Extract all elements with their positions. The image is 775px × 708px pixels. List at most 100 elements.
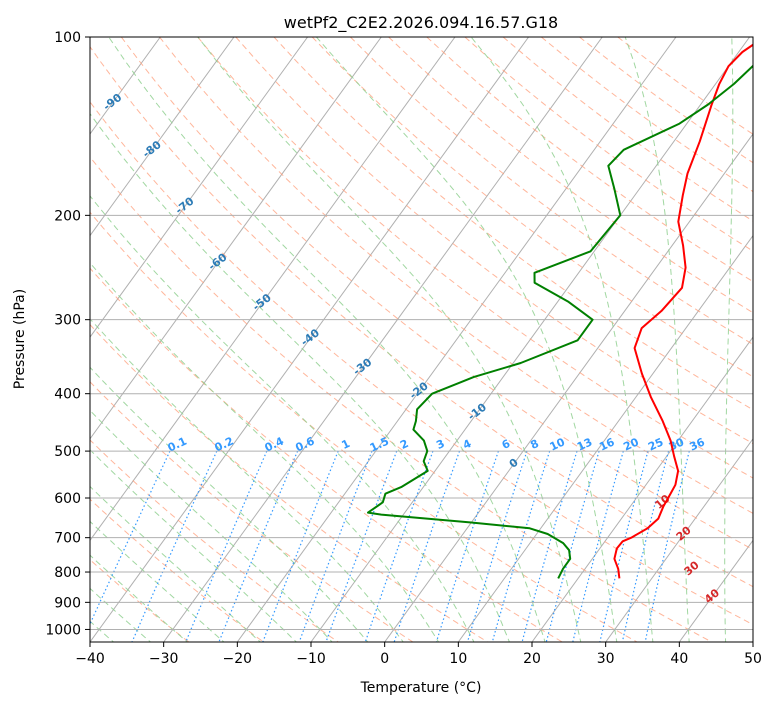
isotherm-line [90, 37, 309, 339]
y-axis-title: Pressure (hPa) [12, 289, 28, 389]
dewpoint-profile-line [367, 64, 753, 579]
y-tick-label: 700 [54, 531, 81, 547]
mixing-ratio-label: 16 [597, 435, 617, 453]
mixing-ratio-line [90, 450, 171, 626]
mixing-ratio-line [393, 450, 461, 642]
dry-adiabat-line [90, 498, 265, 642]
mixing-ratio-label: 2 [398, 437, 410, 452]
profile-lines [367, 43, 753, 579]
x-tick-label: 40 [670, 651, 688, 667]
mixing-ratio-line [364, 450, 434, 642]
temperature-profile-line [613, 43, 753, 579]
dry-adiabat-line [90, 156, 713, 642]
mixing-ratio-label: 10 [548, 435, 568, 453]
mixing-ratio-label: 20 [621, 435, 641, 453]
mixing-ratio-line [298, 450, 373, 642]
isotherm-line [310, 37, 751, 642]
moist-adiabat-line [90, 195, 475, 642]
dry-adiabat-line [90, 267, 564, 642]
background-lines [90, 37, 753, 642]
y-tick-label: 800 [54, 565, 81, 581]
y-tick-label: 1000 [45, 622, 81, 638]
moist-adiabat-line [90, 485, 261, 642]
x-tick-label: −10 [296, 651, 326, 667]
mixing-ratio-line [325, 450, 398, 642]
dry-adiabat-line [90, 45, 753, 588]
y-tick-label: 600 [54, 491, 81, 507]
x-tick-label: 20 [523, 651, 541, 667]
mixing-ratio-line [491, 450, 551, 642]
moist-adiabat-line [90, 318, 404, 642]
dry-adiabat-line [502, 37, 753, 222]
isotherm-line [90, 37, 456, 542]
moist-adiabat-line [90, 520, 225, 642]
mixing-ratio-label: 6 [500, 437, 513, 452]
chart-title: wetPf2_C2E2.2026.094.16.57.G18 [284, 13, 558, 33]
mixing-ratio-line [185, 450, 268, 642]
mixing-ratio-line [466, 450, 528, 642]
x-tick-label: 30 [597, 651, 615, 667]
isotherm-line [90, 37, 382, 440]
dry-adiabat-line [90, 559, 190, 642]
y-tick-label: 400 [54, 387, 81, 403]
mixing-ratio-label: 25 [646, 435, 665, 453]
x-tick-label: 50 [744, 651, 762, 667]
dry-adiabat-line [388, 37, 753, 314]
y-tick-label: 900 [54, 595, 81, 611]
moist-adiabat-label: 40 [702, 586, 722, 606]
x-axis-title: Temperature (°C) [360, 680, 482, 696]
isotherm-line [90, 37, 530, 642]
isotherm-line [90, 37, 235, 237]
moist-adiabat-label: 30 [682, 558, 702, 578]
isotherm-line [605, 437, 753, 642]
dry-adiabat-label: -10 [465, 400, 489, 423]
isotherm-line [384, 133, 753, 642]
dry-adiabat-line [311, 37, 753, 378]
x-tick-label: 0 [380, 651, 389, 667]
mixing-ratio-line [521, 450, 578, 642]
mixing-ratio-label: 3 [434, 437, 446, 452]
dry-adiabat-label: -40 [298, 326, 322, 349]
moist-adiabat-line [724, 37, 734, 642]
y-tick-label: 300 [54, 313, 81, 329]
x-axis: −40 −30 −20 −10 0 10 20 30 40 50 [75, 642, 762, 667]
isotherm-line [678, 539, 753, 642]
mixing-ratio-line [435, 450, 499, 642]
dry-adiabat-label: -60 [206, 250, 230, 273]
moist-adiabat-line [90, 449, 298, 642]
dry-adiabat-line [235, 37, 753, 445]
dry-adiabat-line [273, 37, 753, 411]
mixing-ratio-line [599, 450, 649, 642]
moist-adiabat-line [316, 37, 618, 642]
dry-adiabat-line [90, 323, 489, 642]
moist-adiabat-line [470, 37, 654, 642]
isotherm-line [236, 37, 677, 642]
isotherm-line [531, 336, 753, 642]
mixing-ratio-label: 13 [575, 435, 594, 453]
y-tick-label: 200 [54, 208, 81, 224]
dry-adiabat-label: -50 [250, 291, 274, 314]
mixing-ratio-line [644, 450, 690, 642]
mixing-ratio-line [131, 450, 218, 642]
y-tick-label: 500 [54, 444, 81, 460]
isotherm-line [457, 234, 753, 642]
mixing-ratio-label: 8 [528, 437, 540, 452]
mixing-ratio-label: 36 [688, 435, 708, 453]
dry-adiabat-label: -70 [173, 194, 197, 217]
moist-adiabat-line [90, 409, 333, 642]
moist-adiabat-label: 20 [674, 523, 694, 543]
mixing-ratio-line [621, 450, 670, 642]
y-tick-label: 100 [54, 30, 81, 46]
y-axis: 100 200 300 400 500 600 700 800 900 1000 [45, 30, 90, 638]
dry-adiabat-label: -80 [140, 138, 164, 161]
dry-adiabat-label: -100 [57, 43, 87, 70]
x-tick-label: 10 [449, 651, 467, 667]
dry-adiabat-line [159, 37, 753, 514]
mixing-ratio-line [218, 450, 299, 642]
x-tick-label: −20 [223, 651, 253, 667]
moist-adiabat-line [90, 262, 440, 642]
x-tick-label: −30 [149, 651, 179, 667]
pressure-grid [90, 37, 753, 630]
